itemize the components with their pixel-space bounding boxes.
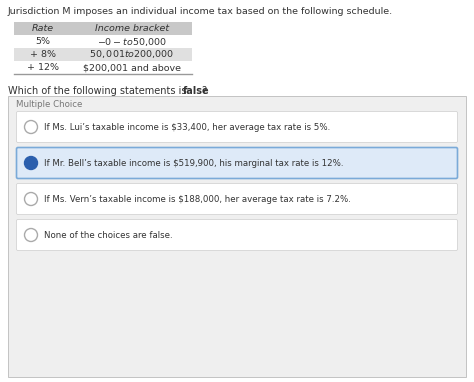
Text: + 12%: + 12% (27, 63, 59, 72)
Text: If Ms. Lui’s taxable income is $33,400, her average tax rate is 5%.: If Ms. Lui’s taxable income is $33,400, … (44, 123, 330, 131)
Text: If Ms. Vern’s taxable income is $188,000, her average tax rate is 7.2%.: If Ms. Vern’s taxable income is $188,000… (44, 194, 351, 204)
FancyBboxPatch shape (14, 48, 192, 61)
Text: + 8%: + 8% (30, 50, 56, 59)
FancyBboxPatch shape (17, 147, 457, 178)
FancyBboxPatch shape (17, 220, 457, 251)
Circle shape (25, 120, 37, 133)
Text: Rate: Rate (32, 24, 54, 33)
Text: $200,001 and above: $200,001 and above (83, 63, 181, 72)
FancyBboxPatch shape (14, 22, 192, 35)
Circle shape (25, 157, 37, 170)
FancyBboxPatch shape (14, 61, 192, 74)
FancyBboxPatch shape (8, 96, 466, 377)
Text: Multiple Choice: Multiple Choice (16, 100, 82, 109)
Text: Which of the following statements is: Which of the following statements is (8, 86, 190, 96)
FancyBboxPatch shape (17, 112, 457, 142)
Circle shape (25, 228, 37, 241)
Text: $50,001 to $200,000: $50,001 to $200,000 (90, 49, 174, 60)
Text: $-0-  to $50,000: $-0- to $50,000 (97, 36, 167, 47)
FancyBboxPatch shape (14, 35, 192, 48)
Text: ?: ? (201, 86, 206, 96)
Text: 5%: 5% (36, 37, 51, 46)
FancyBboxPatch shape (17, 183, 457, 215)
Text: Income bracket: Income bracket (95, 24, 169, 33)
Text: If Mr. Bell’s taxable income is $519,900, his marginal tax rate is 12%.: If Mr. Bell’s taxable income is $519,900… (44, 159, 344, 167)
Text: Jurisdiction M imposes an individual income tax based on the following schedule.: Jurisdiction M imposes an individual inc… (8, 7, 393, 16)
Text: None of the choices are false.: None of the choices are false. (44, 230, 173, 240)
Text: false: false (183, 86, 210, 96)
Circle shape (25, 193, 37, 206)
